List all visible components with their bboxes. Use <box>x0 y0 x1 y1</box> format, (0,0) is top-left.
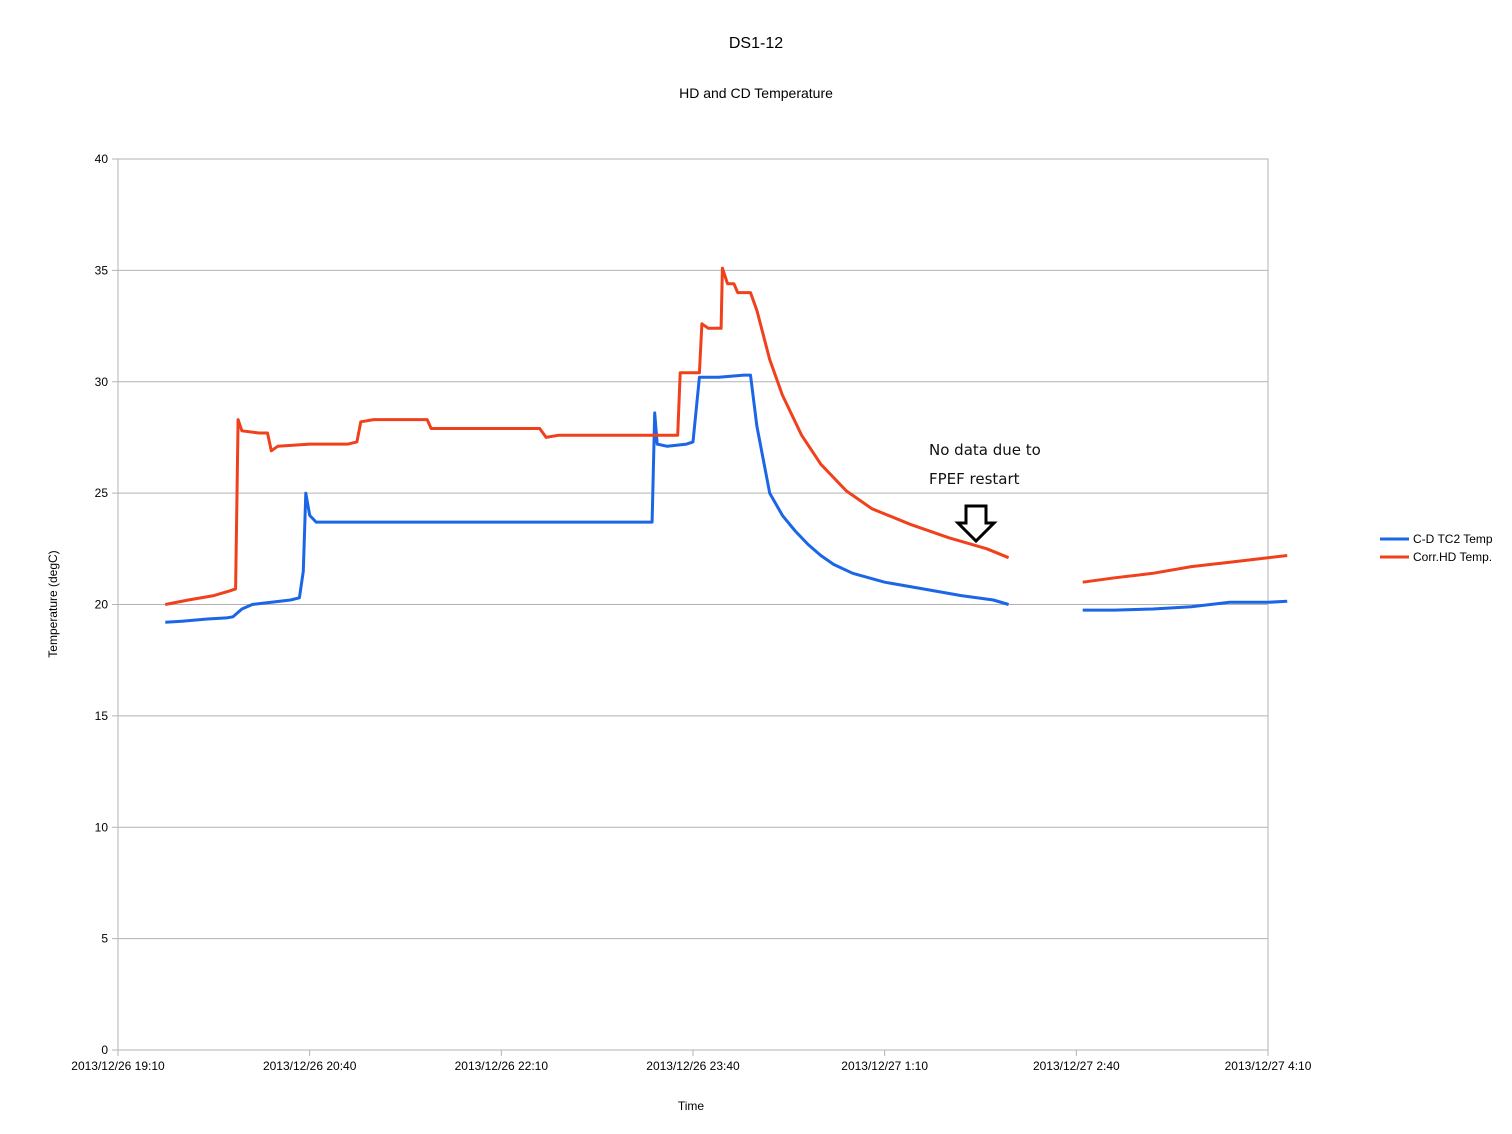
y-tick-label: 20 <box>95 598 109 612</box>
y-tick-label: 5 <box>101 932 108 946</box>
x-tick-label: 2013/12/27 1:10 <box>841 1059 928 1073</box>
y-tick-label: 25 <box>95 486 109 500</box>
legend-label-corr-hd: Corr.HD Temp. <box>1413 550 1492 564</box>
series-line-2 <box>1082 599 1288 612</box>
x-tick-label: 2013/12/26 20:40 <box>263 1059 357 1073</box>
x-tick-label: 2013/12/27 2:40 <box>1033 1059 1120 1073</box>
legend-label-cd-tc2: C-D TC2 Temp <box>1413 532 1493 546</box>
down-arrow-icon <box>954 504 998 544</box>
y-tick-label: 15 <box>95 709 109 723</box>
y-tick-label: 0 <box>101 1043 108 1057</box>
annotation-line-1: No data due to <box>929 441 1041 459</box>
y-tick-label: 30 <box>95 375 109 389</box>
series-line-3 <box>1082 554 1288 584</box>
chart-title: DS1-12 <box>729 35 783 52</box>
y-tick-label: 35 <box>95 263 109 277</box>
plot-area-frame <box>117 158 1269 1051</box>
x-tick-labels: 2013/12/26 19:10 2013/12/26 20:40 2013/12/… <box>71 1050 1312 1073</box>
y-tick-label: 10 <box>95 820 109 834</box>
y-axis-label: Temperature (degC) <box>46 550 60 657</box>
y-gridlines <box>112 158 1268 1051</box>
y-tick-labels: 0 5 10 15 20 25 30 35 40 <box>95 152 109 1057</box>
series-line-0 <box>165 373 1010 624</box>
x-tick-label: 2013/12/26 22:10 <box>455 1059 549 1073</box>
x-tick-label: 2013/12/26 23:40 <box>646 1059 740 1073</box>
x-tick-label: 2013/12/27 4:10 <box>1225 1059 1312 1073</box>
chart-subtitle: HD and CD Temperature <box>679 85 833 101</box>
series-line-1 <box>165 266 1010 606</box>
annotation-line-2: FPEF restart <box>929 470 1020 488</box>
legend: C-D TC2 Temp Corr.HD Temp. <box>1380 532 1493 564</box>
y-tick-label: 40 <box>95 152 109 166</box>
x-axis-label: Time <box>678 1099 705 1113</box>
x-tick-label: 2013/12/26 19:10 <box>71 1059 165 1073</box>
series-lines <box>165 266 1288 624</box>
